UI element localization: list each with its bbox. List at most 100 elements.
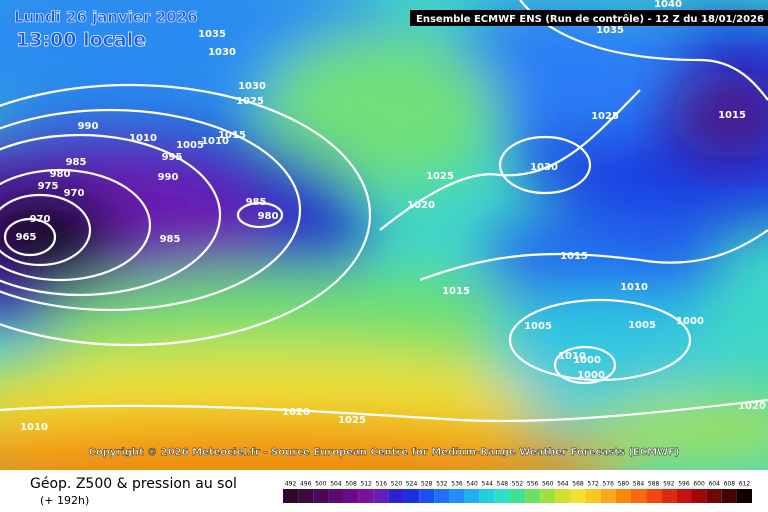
legend-swatch bbox=[494, 489, 510, 503]
legend-swatch bbox=[449, 489, 465, 503]
legend-label: 568 bbox=[572, 481, 584, 488]
legend-swatch bbox=[464, 489, 480, 503]
legend-swatch bbox=[434, 489, 450, 503]
legend-label: 588 bbox=[648, 481, 660, 488]
isobar-label: 1010 bbox=[620, 282, 648, 293]
time: 13:00 locale bbox=[16, 29, 146, 51]
isobar-label: 1020 bbox=[407, 200, 435, 211]
legend-label: 564 bbox=[557, 481, 569, 488]
copyright: Copyright © 2026 Meteociel.fr - Source E… bbox=[89, 447, 680, 458]
isobar-label: 1000 bbox=[573, 355, 601, 366]
isobar-label: 1030 bbox=[238, 81, 266, 92]
legend-label: 500 bbox=[315, 481, 327, 488]
legend-label: 516 bbox=[376, 481, 388, 488]
isobar-label: 1025 bbox=[591, 111, 619, 122]
legend-label: 600 bbox=[693, 481, 705, 488]
isobar-label: 985 bbox=[160, 234, 181, 245]
legend-label: 504 bbox=[330, 481, 342, 488]
legend-label: 580 bbox=[618, 481, 630, 488]
legend-swatch bbox=[706, 489, 722, 503]
legend-label: 544 bbox=[482, 481, 494, 488]
legend-label: 524 bbox=[406, 481, 418, 488]
legend-swatch bbox=[630, 489, 647, 503]
legend-label: 532 bbox=[436, 481, 448, 488]
legend-swatch bbox=[358, 489, 374, 503]
legend-swatch bbox=[736, 489, 752, 503]
legend-swatch bbox=[509, 489, 526, 503]
isobar-label: 1015 bbox=[718, 110, 746, 121]
isobars bbox=[0, 0, 768, 423]
legend-label: 496 bbox=[300, 481, 312, 488]
legend-swatch bbox=[283, 489, 299, 503]
legend-swatch bbox=[600, 489, 616, 503]
isobar-label: 1025 bbox=[236, 96, 264, 107]
isobar-label: 1035 bbox=[596, 25, 624, 36]
footer-title: Géop. Z500 & pression au sol bbox=[30, 476, 237, 492]
run-box bbox=[410, 10, 768, 26]
isobar-label: 1000 bbox=[676, 316, 704, 327]
isobar-label: 1010 bbox=[20, 422, 48, 433]
legend-swatch bbox=[721, 489, 737, 503]
isobar-label: 985 bbox=[246, 197, 267, 208]
legend-swatch bbox=[525, 489, 541, 503]
isobar-label: 1040 bbox=[654, 0, 682, 10]
legend-label: 512 bbox=[360, 481, 372, 488]
legend-swatch bbox=[404, 489, 420, 503]
legend-swatch bbox=[540, 489, 556, 503]
legend-label: 548 bbox=[497, 481, 509, 488]
legend-label: 584 bbox=[633, 481, 645, 488]
isobar-label: 970 bbox=[30, 214, 51, 225]
legend-label: 560 bbox=[542, 481, 554, 488]
legend-label: 604 bbox=[708, 481, 720, 488]
isobar-label: 985 bbox=[66, 157, 87, 168]
isobar-label: 1020 bbox=[738, 401, 766, 412]
isobar-label: 1015 bbox=[442, 286, 470, 297]
isobar-label: 965 bbox=[16, 232, 37, 243]
legend-label: 540 bbox=[466, 481, 478, 488]
legend-swatch bbox=[646, 489, 662, 503]
isobar-label: 1015 bbox=[218, 130, 246, 141]
isobar-label: 975 bbox=[38, 181, 59, 192]
run: Ensemble ECMWF ENS (Run de contrôle) - 1… bbox=[416, 13, 764, 25]
legend-swatch bbox=[691, 489, 707, 503]
isobar-label: 1005 bbox=[524, 321, 552, 332]
legend-swatch bbox=[615, 489, 631, 503]
isobar-label: 1035 bbox=[198, 29, 226, 40]
legend-swatch bbox=[298, 489, 314, 503]
date: Lundi 26 janvier 2026 bbox=[14, 8, 198, 26]
legend-label: 556 bbox=[527, 481, 539, 488]
legend-swatch bbox=[373, 489, 389, 503]
footer-lead: (+ 192h) bbox=[40, 494, 89, 507]
legend-swatch bbox=[343, 489, 359, 503]
legend-label: 572 bbox=[587, 481, 599, 488]
legend-swatch bbox=[570, 489, 586, 503]
isobar-label: 980 bbox=[258, 211, 279, 222]
isobar-label: 1025 bbox=[426, 171, 454, 182]
isobar-label: 1030 bbox=[530, 162, 558, 173]
isobar-label: 1020 bbox=[282, 407, 310, 418]
isobar-label: 990 bbox=[158, 172, 179, 183]
isobar-label: 1030 bbox=[208, 47, 236, 58]
legend-swatch bbox=[479, 489, 495, 503]
legend-label: 536 bbox=[451, 481, 463, 488]
legend-label: 596 bbox=[678, 481, 690, 488]
isobar-label: 1005 bbox=[628, 320, 656, 331]
isobar-label: 1025 bbox=[338, 415, 366, 426]
legend-swatch bbox=[419, 489, 435, 503]
legend-label: 508 bbox=[345, 481, 357, 488]
isobar-label: 1010 bbox=[201, 136, 229, 147]
legend-label: 492 bbox=[285, 481, 297, 488]
isobar-label: 1000 bbox=[577, 370, 605, 381]
legend-swatch bbox=[676, 489, 692, 503]
legend-swatch bbox=[388, 489, 405, 503]
isobar-label: 970 bbox=[64, 188, 85, 199]
isobar-label: 1010 bbox=[558, 351, 586, 362]
legend-swatch bbox=[661, 489, 677, 503]
legend-swatch bbox=[313, 489, 329, 503]
legend-swatch bbox=[328, 489, 344, 503]
isobar-label: 990 bbox=[78, 121, 99, 132]
